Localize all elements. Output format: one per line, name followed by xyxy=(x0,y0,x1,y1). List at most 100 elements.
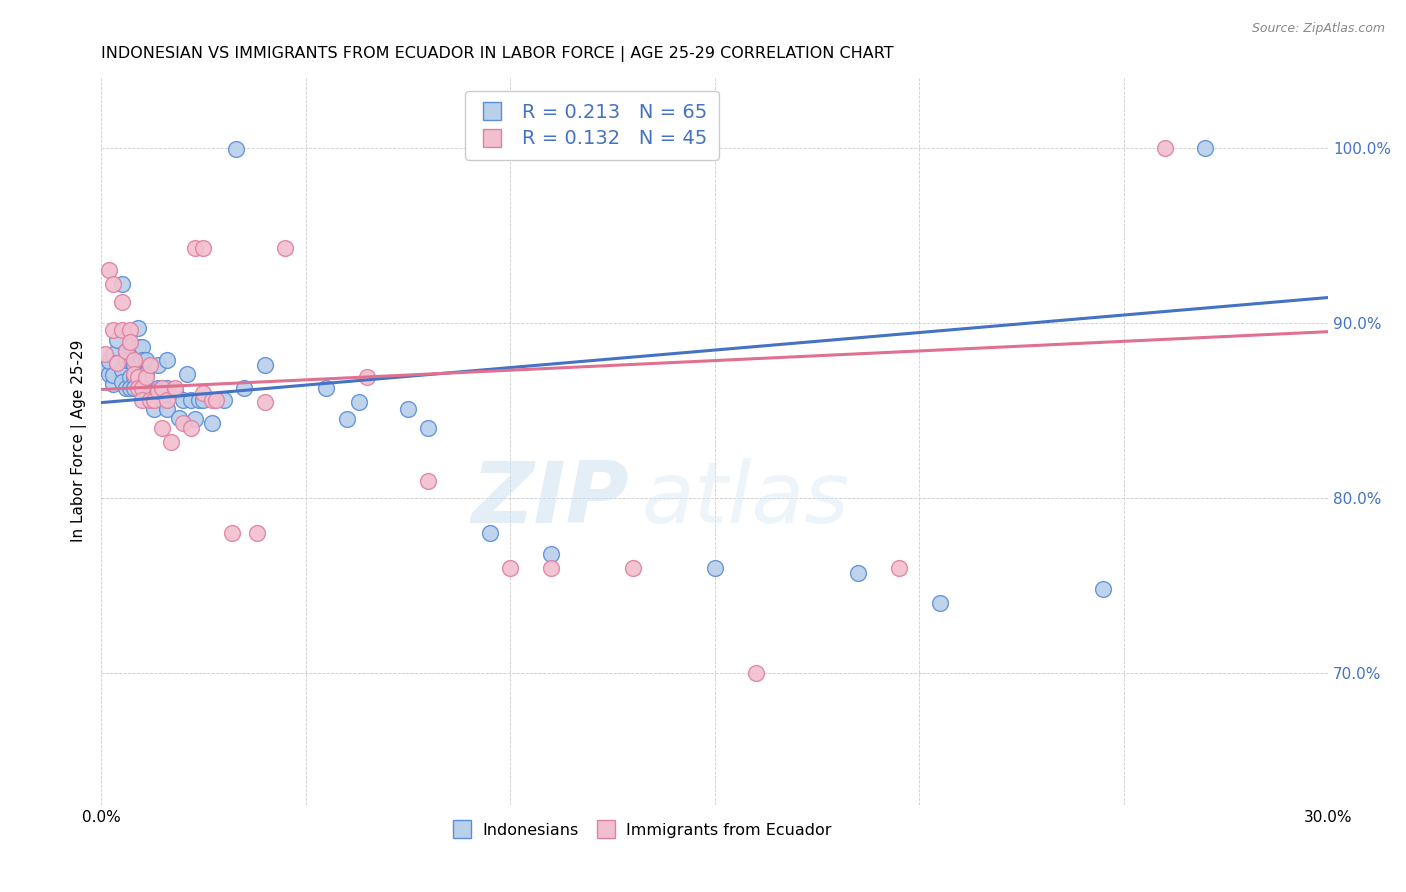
Point xyxy=(103,368,125,383)
Point xyxy=(540,547,562,561)
Point xyxy=(110,277,132,292)
Point xyxy=(152,381,174,395)
Point xyxy=(152,421,174,435)
Point xyxy=(1153,141,1175,155)
Point xyxy=(928,596,950,610)
Point xyxy=(193,386,215,401)
Point xyxy=(155,401,177,416)
Point xyxy=(131,367,153,381)
Point xyxy=(703,561,725,575)
Point xyxy=(193,241,215,255)
Text: ZIP: ZIP xyxy=(471,458,628,541)
Point xyxy=(143,384,166,399)
Point xyxy=(103,277,125,292)
Point xyxy=(127,370,149,384)
Point xyxy=(143,392,166,407)
Point xyxy=(418,474,440,488)
Point xyxy=(499,561,522,575)
Point xyxy=(846,566,869,581)
Point xyxy=(127,358,149,372)
Point xyxy=(94,361,117,376)
Point xyxy=(107,334,129,348)
Point xyxy=(135,370,157,384)
Point xyxy=(152,392,174,407)
Point xyxy=(159,435,181,450)
Point xyxy=(148,381,170,395)
Point xyxy=(127,341,149,355)
Point xyxy=(122,358,145,372)
Point xyxy=(103,347,125,361)
Point xyxy=(245,526,267,541)
Point xyxy=(118,339,141,353)
Point xyxy=(163,381,186,395)
Point xyxy=(540,561,562,575)
Point xyxy=(98,263,121,277)
Point xyxy=(110,294,132,309)
Point xyxy=(180,421,202,435)
Point xyxy=(167,410,190,425)
Point xyxy=(155,352,177,367)
Point xyxy=(163,384,186,399)
Point xyxy=(200,416,222,430)
Point xyxy=(98,367,121,381)
Point xyxy=(478,526,501,541)
Point xyxy=(184,241,207,255)
Point xyxy=(204,392,226,407)
Point xyxy=(148,358,170,372)
Point xyxy=(176,367,198,381)
Point xyxy=(221,526,243,541)
Point xyxy=(1092,582,1115,597)
Point xyxy=(335,412,357,426)
Point xyxy=(180,392,202,407)
Point xyxy=(155,381,177,395)
Point xyxy=(118,370,141,384)
Point xyxy=(127,321,149,335)
Point xyxy=(274,241,297,255)
Point xyxy=(1194,141,1216,155)
Point xyxy=(114,343,136,358)
Point xyxy=(122,367,145,381)
Point xyxy=(118,335,141,350)
Point xyxy=(418,421,440,435)
Point xyxy=(188,392,211,407)
Point xyxy=(131,381,153,395)
Point xyxy=(114,343,136,358)
Point xyxy=(212,392,235,407)
Point xyxy=(135,367,157,381)
Y-axis label: In Labor Force | Age 25-29: In Labor Force | Age 25-29 xyxy=(72,340,87,542)
Text: atlas: atlas xyxy=(641,458,849,541)
Point xyxy=(887,561,910,575)
Point xyxy=(139,392,162,407)
Point xyxy=(135,352,157,367)
Point xyxy=(356,370,378,384)
Point xyxy=(143,401,166,416)
Point xyxy=(621,561,644,575)
Point xyxy=(744,666,766,681)
Point xyxy=(315,381,337,395)
Point xyxy=(122,370,145,384)
Point xyxy=(103,377,125,392)
Point xyxy=(233,381,256,395)
Legend: Indonesians, Immigrants from Ecuador: Indonesians, Immigrants from Ecuador xyxy=(444,816,838,844)
Point xyxy=(114,381,136,395)
Point xyxy=(118,381,141,395)
Point xyxy=(110,323,132,337)
Point xyxy=(139,384,162,399)
Point xyxy=(131,352,153,367)
Point xyxy=(110,363,132,377)
Point xyxy=(253,358,276,372)
Point xyxy=(193,392,215,407)
Point xyxy=(347,394,370,409)
Point xyxy=(122,352,145,367)
Point xyxy=(118,352,141,367)
Point xyxy=(110,376,132,390)
Point xyxy=(184,412,207,426)
Point xyxy=(94,347,117,361)
Point xyxy=(127,381,149,395)
Text: INDONESIAN VS IMMIGRANTS FROM ECUADOR IN LABOR FORCE | AGE 25-29 CORRELATION CHA: INDONESIAN VS IMMIGRANTS FROM ECUADOR IN… xyxy=(101,46,894,62)
Point xyxy=(139,392,162,407)
Point xyxy=(118,323,141,337)
Point xyxy=(107,356,129,370)
Point xyxy=(148,384,170,399)
Point xyxy=(122,381,145,395)
